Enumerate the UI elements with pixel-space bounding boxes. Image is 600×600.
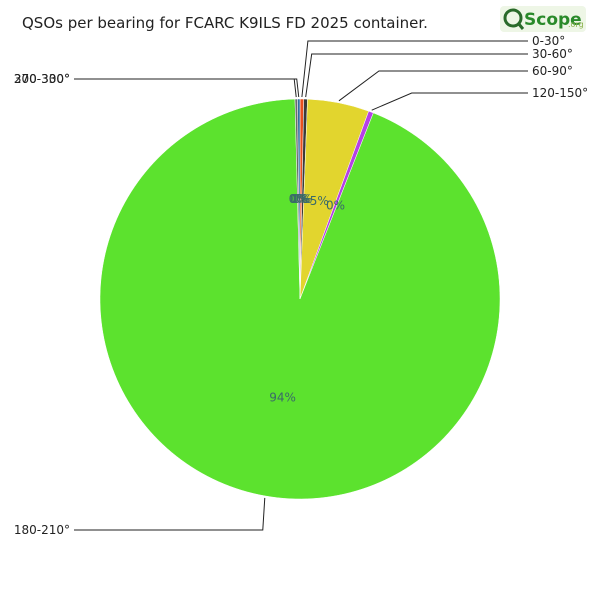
logo-suffix: .org xyxy=(568,20,584,29)
callout-label: 300-330° xyxy=(14,72,70,86)
callout-line xyxy=(338,70,528,102)
callout-label: 30-60° xyxy=(532,47,573,61)
slice-percent: 0% xyxy=(291,192,310,206)
callout-line xyxy=(371,92,528,111)
callout-label: 0-30° xyxy=(532,34,565,48)
slice-percent: 0% xyxy=(290,192,309,206)
slice-percent: 0% xyxy=(289,192,308,206)
callout-line xyxy=(74,78,300,98)
logo-icon xyxy=(503,8,523,28)
logo: Scope .org xyxy=(500,6,586,32)
slice-percent: 0% xyxy=(293,192,312,206)
callout-line xyxy=(305,53,528,98)
slice-percent: 94% xyxy=(269,390,296,404)
callout-line xyxy=(74,497,266,531)
logo-icon-handle xyxy=(516,22,525,30)
slice-percent: 0% xyxy=(326,199,345,213)
callout-label: 270-300° xyxy=(14,72,70,86)
callout-line xyxy=(301,40,528,98)
pie-slice xyxy=(99,98,501,500)
chart-title: QSOs per bearing for FCARC K9ILS FD 2025… xyxy=(22,14,428,32)
logo-text: Scope xyxy=(524,10,582,30)
pie-slice xyxy=(297,98,301,300)
callout-label: 180-210° xyxy=(14,523,70,537)
callout-label: 60-90° xyxy=(532,64,573,78)
callout-label: 120-150° xyxy=(532,86,588,100)
slice-percent: 5% xyxy=(310,194,329,208)
